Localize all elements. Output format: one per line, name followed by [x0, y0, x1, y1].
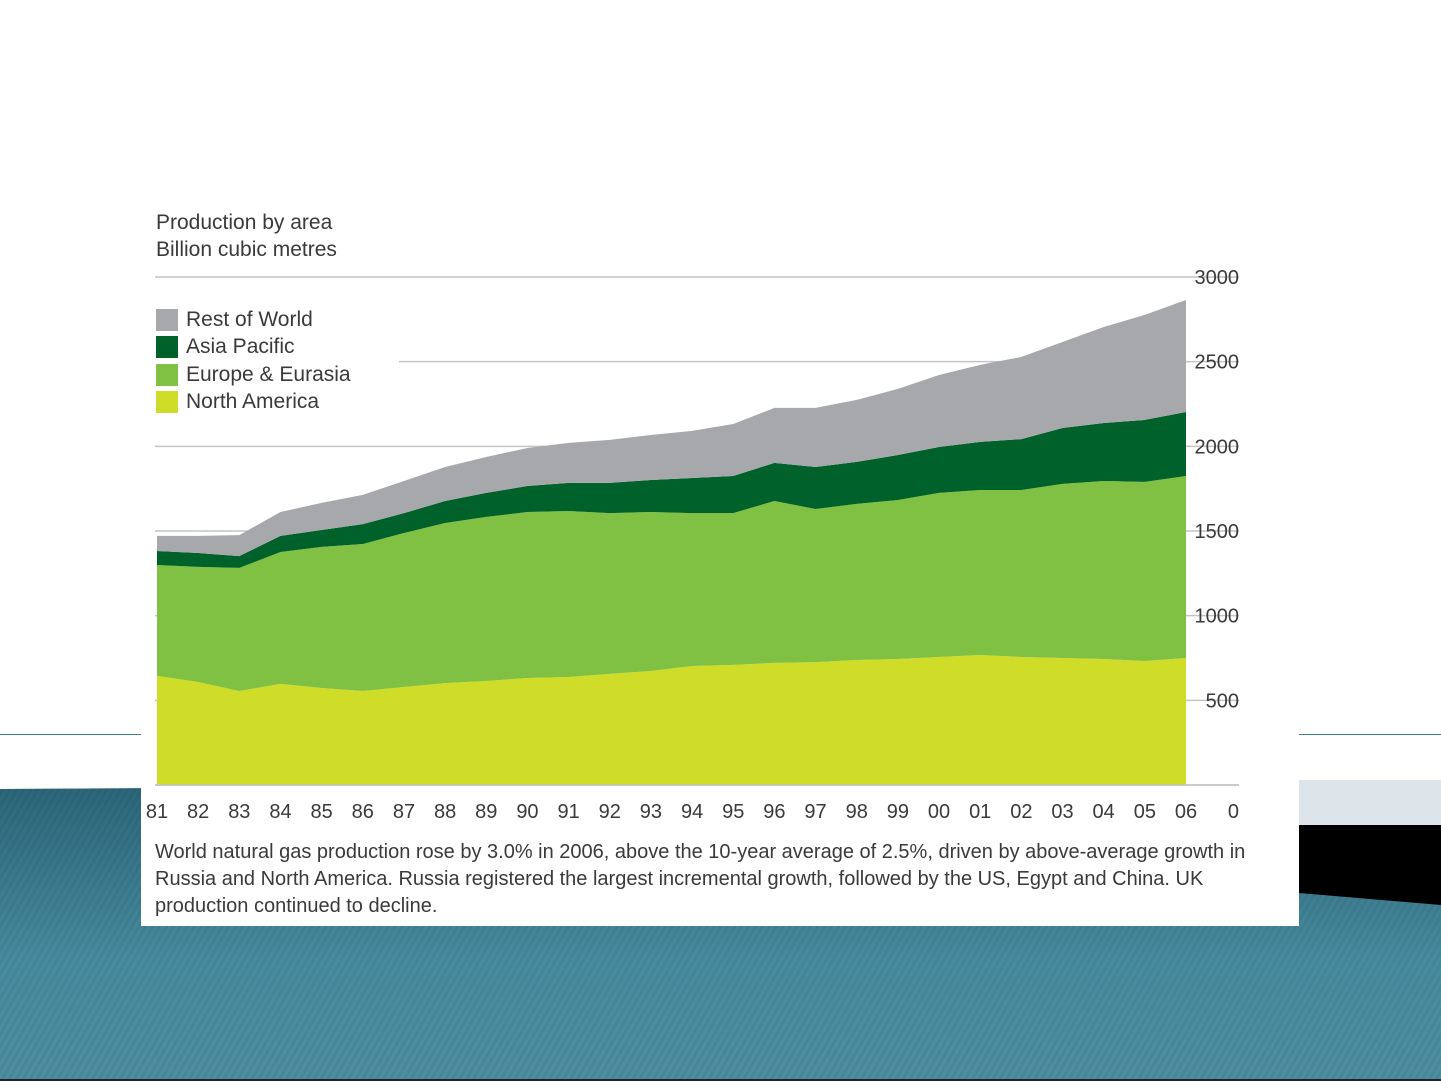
- legend-swatch: [156, 363, 178, 386]
- legend-swatch: [156, 336, 178, 359]
- x-tick-label: 01: [969, 801, 991, 823]
- legend-item-north-america: North America: [156, 389, 351, 417]
- x-tick-label: 97: [804, 801, 826, 823]
- x-tick-label: 00: [928, 801, 950, 823]
- chart-title: Production by area: [156, 211, 333, 234]
- x-tick-label: 85: [311, 801, 333, 823]
- chart-panel: Production by area Billion cubic metres …: [141, 200, 1299, 926]
- x-tick-label: 96: [763, 801, 785, 823]
- legend-swatch: [156, 391, 178, 414]
- chart-legend: Rest of World Asia Pacific Europe & Eura…: [156, 306, 351, 416]
- x-tick-label: 99: [887, 801, 909, 823]
- x-tick-label: 82: [187, 801, 209, 823]
- legend-label: Rest of World: [186, 307, 313, 331]
- area-europe-eurasia: [157, 476, 1186, 691]
- legend-item-asia-pacific: Asia Pacific: [156, 334, 351, 362]
- x-tick-label: 98: [846, 801, 868, 823]
- legend-label: Europe & Eurasia: [186, 362, 351, 386]
- y-tick-label: 1000: [1195, 606, 1240, 628]
- x-tick-label: 06: [1175, 801, 1197, 823]
- x-tick-label: 03: [1051, 801, 1073, 823]
- slide-divider-right: [1299, 734, 1441, 735]
- chart-title-block: Production by area Billion cubic metres: [156, 209, 337, 263]
- chart-subtitle: Billion cubic metres: [156, 238, 337, 261]
- slide-divider-left: [0, 734, 141, 735]
- x-tick-label: 04: [1093, 801, 1115, 823]
- y-tick-label: 3000: [1195, 267, 1240, 289]
- y-tick-label: 500: [1206, 690, 1239, 712]
- legend-item-europe-eurasia: Europe & Eurasia: [156, 361, 351, 389]
- x-tick-label: 83: [228, 801, 250, 823]
- slide-decor-dark: [1299, 825, 1441, 905]
- x-tick-label: 81: [146, 801, 168, 823]
- legend-label: Asia Pacific: [186, 335, 295, 359]
- area-asia-pacific: [157, 412, 1186, 568]
- legend-label: North America: [186, 390, 320, 414]
- x-tick-label: 91: [557, 801, 579, 823]
- y-tick-label: 1500: [1195, 521, 1240, 543]
- slide-bottom-border: [0, 1079, 1441, 1081]
- x-tick-label: 89: [475, 801, 497, 823]
- area-rest-of-world: [157, 300, 1186, 557]
- y-tick-label: 2500: [1195, 352, 1240, 374]
- x-tick-label: 87: [393, 801, 415, 823]
- legend-swatch: [156, 308, 178, 331]
- x-tick-label: 86: [352, 801, 374, 823]
- x-tick-label: 84: [269, 801, 291, 823]
- x-tick-label: 88: [434, 801, 456, 823]
- y-tick-label: 2000: [1195, 436, 1240, 458]
- legend-item-rest-of-world: Rest of World: [156, 306, 351, 334]
- y-tick-label: 0: [1228, 801, 1239, 823]
- x-tick-label: 94: [681, 801, 703, 823]
- x-tick-label: 95: [722, 801, 744, 823]
- x-tick-label: 05: [1134, 801, 1156, 823]
- area-north-america: [157, 655, 1186, 785]
- slide-decor-light: [1299, 780, 1441, 825]
- x-tick-label: 93: [640, 801, 662, 823]
- x-tick-label: 90: [516, 801, 538, 823]
- x-tick-label: 92: [599, 801, 621, 823]
- chart-caption: World natural gas production rose by 3.0…: [155, 841, 1246, 917]
- x-tick-label: 02: [1010, 801, 1032, 823]
